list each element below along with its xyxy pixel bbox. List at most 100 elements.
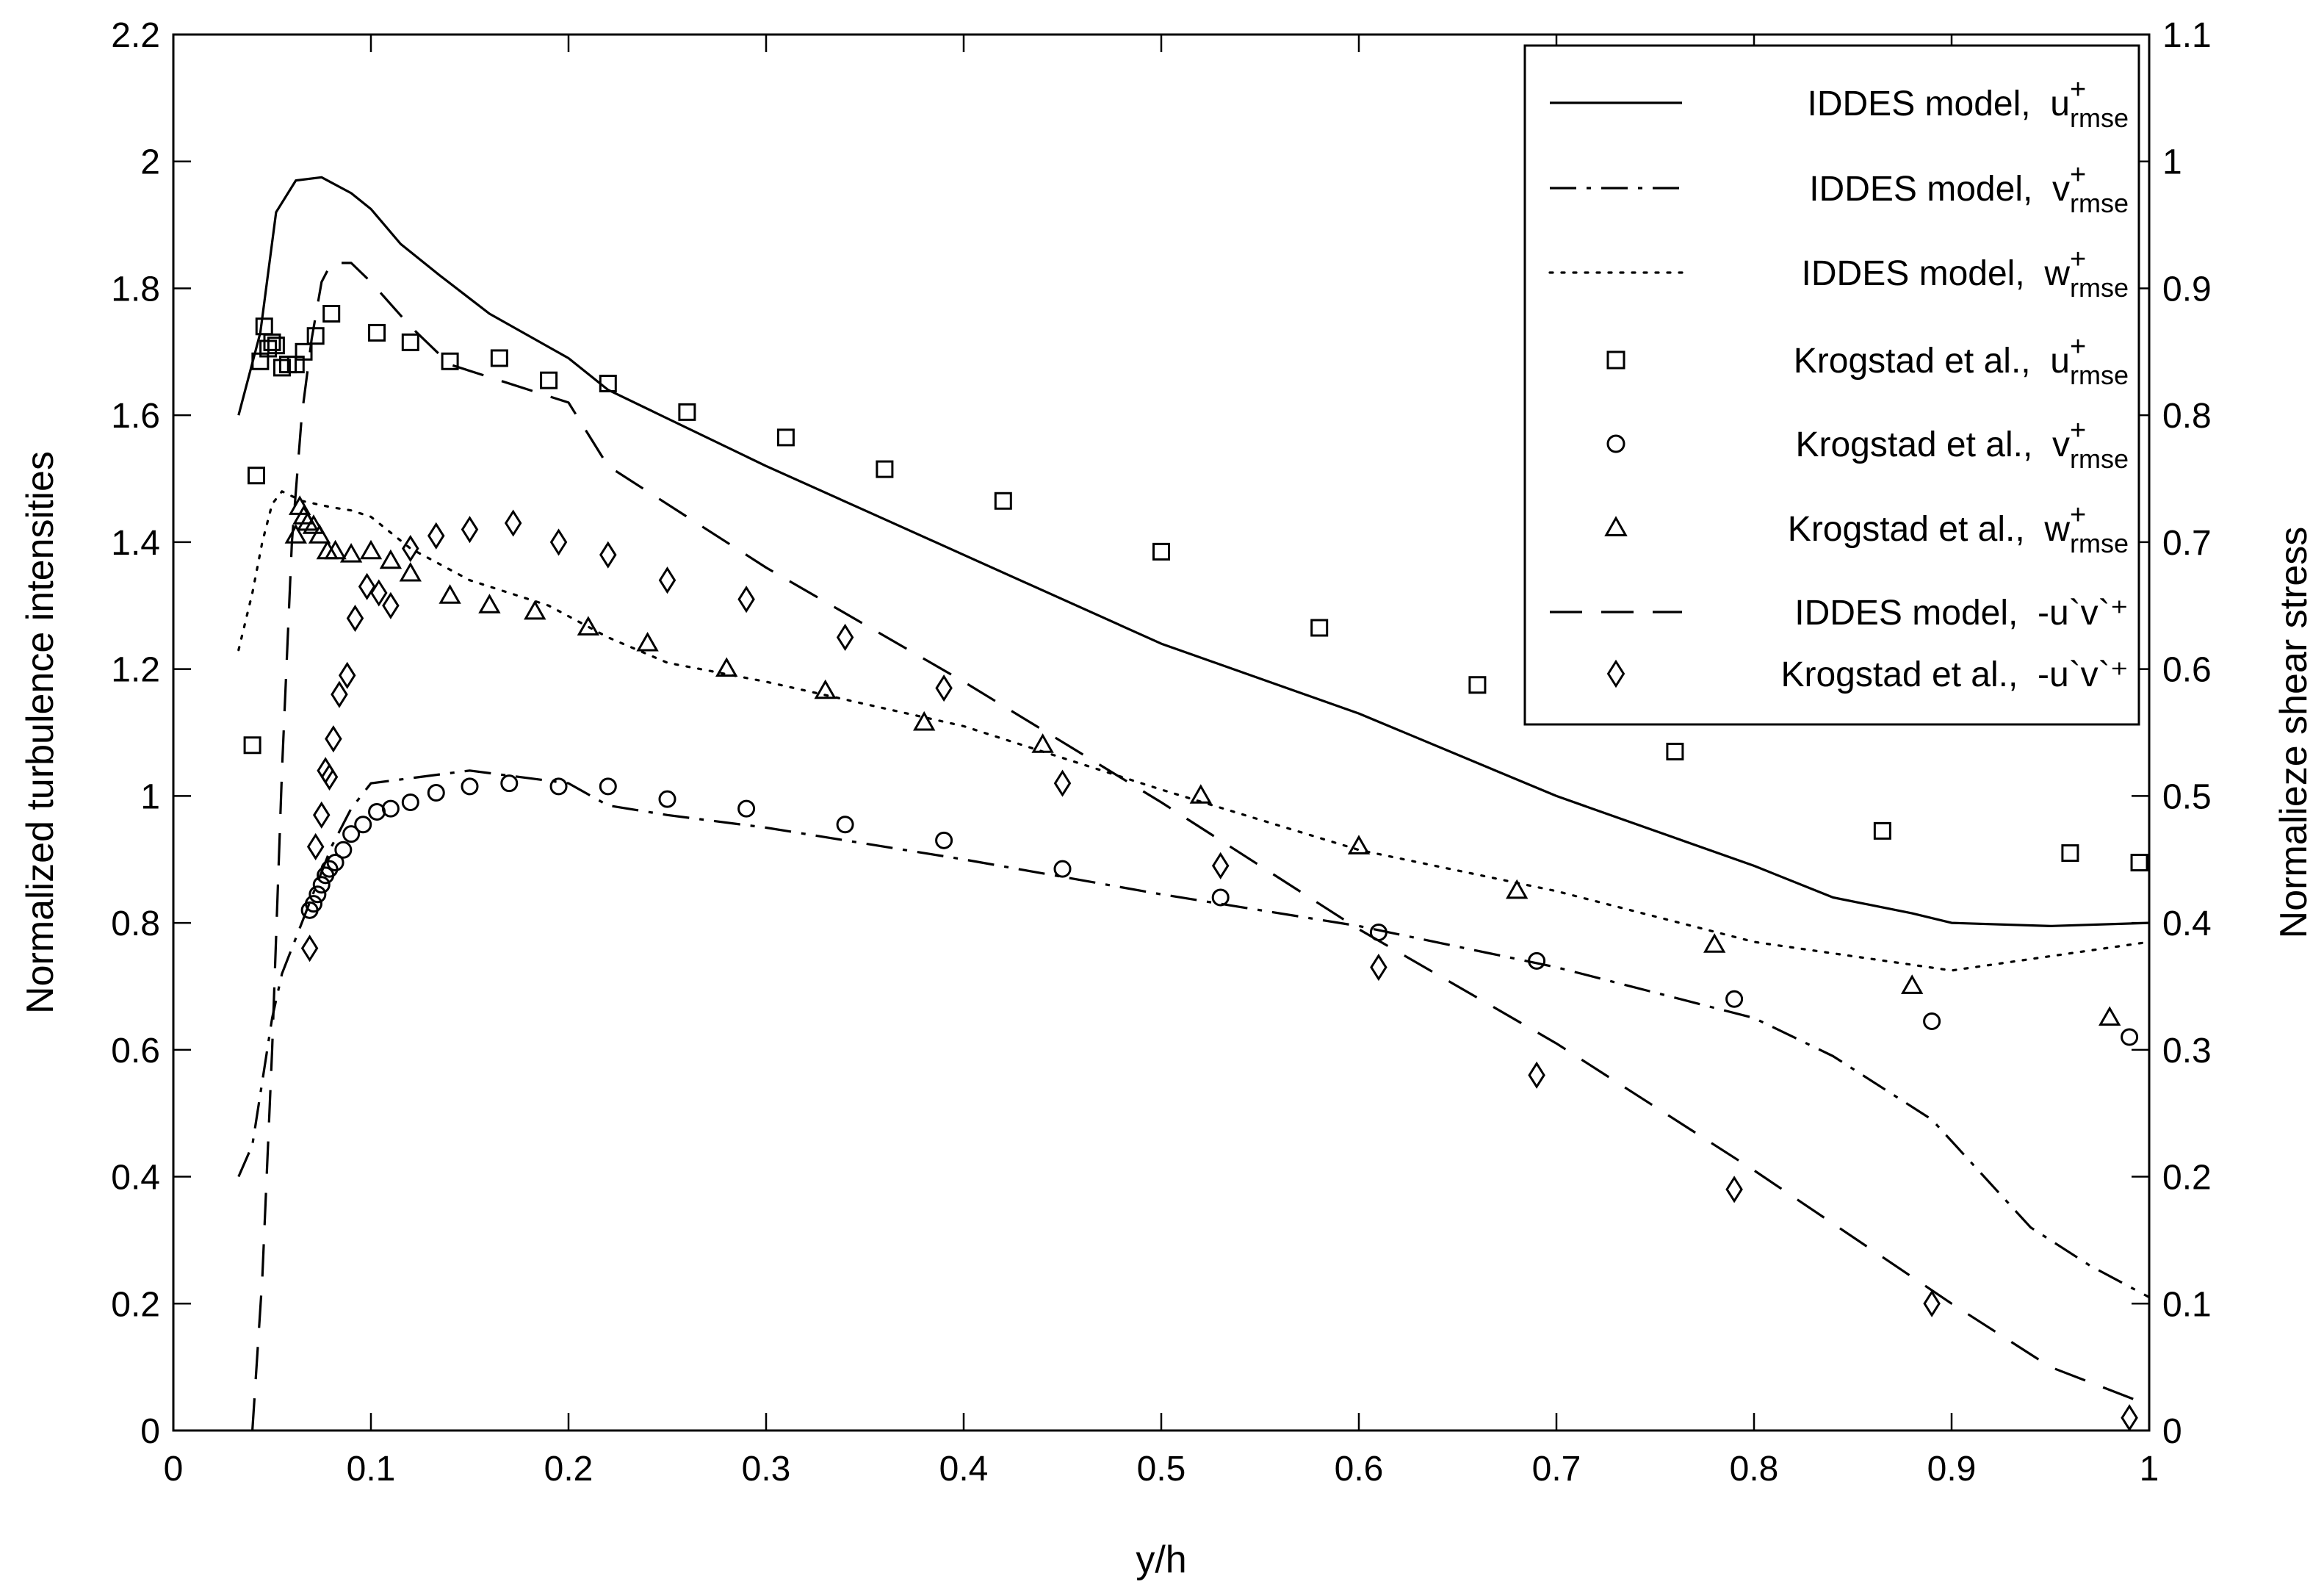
series-line-dashed — [251, 262, 2150, 1431]
data-point-diamond — [320, 763, 339, 791]
data-point-circle — [935, 831, 953, 849]
data-point-circle — [836, 816, 854, 834]
data-point-square — [1666, 742, 1684, 760]
x-tick-label: 0.9 — [1927, 1450, 1977, 1489]
x-axis-label: y/h — [1136, 1539, 1186, 1581]
x-tick-label: 0.2 — [544, 1450, 593, 1489]
legend-entry-8: Krogstad et al., -u`v`⁺ — [1606, 655, 2129, 694]
right-y-tick-label: 1.1 — [2162, 16, 2212, 55]
legend-subscript: rmse — [2070, 188, 2129, 218]
data-point-diamond — [1923, 1289, 1941, 1317]
legend-entry-5: Krogstad et al., vrmse+ — [1606, 415, 2129, 474]
data-point-triangle — [1031, 733, 1054, 753]
plot-area-frame — [172, 33, 2151, 1432]
data-point-square — [243, 736, 261, 755]
left-y-tick-label: 0.6 — [111, 1032, 160, 1070]
series-7 — [251, 262, 2150, 1431]
legend-entry-3: IDDES model, wrmse+ — [1548, 244, 2129, 303]
data-point-triangle — [308, 524, 331, 544]
legend-symbol: -u`v`⁺ — [2038, 655, 2129, 694]
left-y-tick-label: 0.2 — [111, 1285, 160, 1324]
left-y-tick-label: 1.2 — [111, 651, 160, 690]
data-point-triangle — [1506, 879, 1529, 899]
data-point-square — [540, 371, 558, 389]
legend-label-prefix: Krogstad et al., — [1788, 510, 2045, 549]
data-point-triangle — [478, 594, 501, 613]
left-y-axis-label: Normalized turbulence intensities — [19, 451, 62, 1014]
x-tick-label: 0.6 — [1335, 1450, 1384, 1489]
left-y-tick-label: 0.4 — [111, 1159, 160, 1198]
right-y-tick-label: 0.9 — [2162, 270, 2212, 309]
legend-entry-1: IDDES model, urmse+ — [1550, 74, 2129, 133]
legend-superscript-plus: + — [2070, 74, 2086, 105]
legend-superscript-plus: + — [2070, 244, 2086, 275]
left-y-tick-label: 1.4 — [111, 524, 160, 563]
left-y-tick-label: 0.8 — [111, 904, 160, 943]
data-point-diamond — [1053, 769, 1072, 797]
data-point-diamond — [312, 801, 331, 829]
data-point-triangle — [399, 561, 422, 582]
data-point-diamond — [325, 725, 342, 753]
legend-label: Krogstad et al., wrmse — [1788, 510, 2129, 558]
x-tick-label: 0.7 — [1532, 1450, 1581, 1489]
series-8 — [300, 509, 2138, 1432]
data-point-diamond — [358, 572, 376, 600]
data-point-triangle — [324, 539, 347, 560]
data-point-circle — [1211, 888, 1230, 907]
data-point-diamond — [461, 516, 479, 544]
data-point-circle — [354, 816, 372, 834]
legend-label: Krogstad et al., -u`v`⁺ — [1780, 655, 2129, 694]
data-point-square — [247, 467, 265, 485]
data-point-circle — [308, 885, 327, 904]
right-y-tick-label: 0 — [2162, 1412, 2182, 1451]
right-y-tick-label: 0.4 — [2162, 904, 2212, 943]
legend-label-prefix: Krogstad et al., — [1794, 342, 2051, 381]
right-y-axis-label: Normalieze shear stress — [2273, 527, 2315, 939]
data-point-diamond — [737, 586, 755, 613]
legend-subscript: rmse — [2070, 103, 2129, 133]
data-point-square — [263, 333, 281, 351]
data-point-square — [273, 359, 291, 377]
legend-label: Krogstad et al., urmse — [1794, 342, 2129, 390]
data-point-diamond — [402, 534, 419, 563]
data-point-triangle — [577, 616, 600, 636]
data-point-diamond — [382, 591, 400, 619]
legend-symbol: w — [2043, 510, 2070, 549]
legend-entry-2: IDDES model, vrmse+ — [1550, 159, 2129, 218]
data-point-circle — [500, 774, 519, 793]
data-point-circle — [342, 825, 361, 843]
series-4 — [243, 305, 2148, 872]
data-point-diamond — [549, 528, 568, 556]
data-point-diamond — [370, 579, 388, 607]
data-point-diamond — [836, 623, 854, 652]
legend-subscript: rmse — [2070, 273, 2129, 303]
data-point-diamond — [2121, 1404, 2138, 1432]
data-point-triangle — [524, 600, 546, 620]
x-tick-label: 0.5 — [1137, 1450, 1186, 1489]
data-point-square — [306, 327, 325, 345]
data-point-circle — [549, 777, 568, 796]
legend-marker-square — [1606, 350, 1625, 370]
legend-subscript: rmse — [2070, 528, 2129, 558]
data-point-triangle — [284, 524, 307, 544]
legend-symbol: -u`v`⁺ — [2038, 594, 2129, 633]
left-y-tick-label: 1 — [140, 777, 160, 816]
data-point-diamond — [599, 541, 617, 569]
left-y-tick-label: 2 — [140, 143, 160, 182]
x-tick-label: 0.3 — [742, 1450, 791, 1489]
legend-marker-diamond — [1606, 659, 1625, 688]
data-point-circle — [1528, 951, 1546, 970]
data-point-circle — [461, 777, 479, 796]
data-point-triangle — [814, 679, 837, 699]
legend-entry-6: Krogstad et al., wrmse+ — [1604, 500, 2129, 558]
data-point-circle — [599, 777, 617, 796]
data-point-circle — [304, 895, 322, 913]
data-point-triangle — [2099, 1006, 2121, 1026]
right-y-tick-label: 0.7 — [2162, 524, 2212, 563]
data-point-triangle — [1189, 784, 1212, 804]
legend-entry-7: IDDES model, -u`v`⁺ — [1550, 594, 2129, 633]
data-point-square — [1468, 676, 1487, 694]
data-point-triangle — [1901, 974, 1924, 994]
data-point-square — [368, 323, 386, 342]
